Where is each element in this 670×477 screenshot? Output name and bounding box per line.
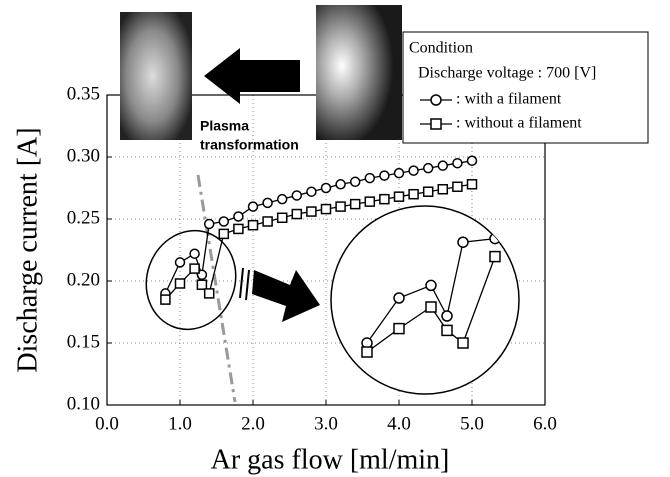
- marker: [351, 200, 360, 209]
- x-tick-label: 4.0: [387, 413, 411, 434]
- marker: [468, 180, 477, 189]
- marker: [190, 264, 199, 273]
- marker: [380, 195, 389, 204]
- marker: [426, 302, 436, 312]
- marker: [176, 258, 185, 267]
- x-tick-label: 6.0: [533, 413, 557, 434]
- marker: [442, 325, 452, 335]
- marker: [458, 338, 468, 348]
- x-tick-label: 3.0: [314, 413, 338, 434]
- legend-marker: [431, 119, 441, 129]
- marker: [442, 311, 452, 321]
- x-axis-label: Ar gas flow [ml/min]: [211, 444, 450, 475]
- x-tick-label: 5.0: [460, 413, 484, 434]
- marker: [336, 202, 345, 211]
- annotation: transformation: [200, 137, 299, 153]
- marker: [307, 187, 316, 196]
- x-tick-label: 0.0: [95, 413, 119, 434]
- marker: [351, 177, 360, 186]
- y-tick-label: 0.30: [67, 145, 100, 166]
- marker: [438, 161, 447, 170]
- marker: [424, 187, 433, 196]
- highlight-ellipse: [133, 218, 250, 342]
- legend-title: Condition: [409, 40, 473, 57]
- marker: [205, 289, 214, 298]
- legend-label: : with a filament: [456, 91, 562, 108]
- y-tick-label: 0.20: [67, 269, 100, 290]
- marker: [307, 207, 316, 216]
- marker: [249, 202, 258, 211]
- zoom-arrow: [240, 268, 320, 322]
- marker: [249, 221, 258, 230]
- photo-after: [120, 12, 192, 140]
- marker: [380, 171, 389, 180]
- marker: [197, 280, 206, 289]
- marker: [365, 174, 374, 183]
- marker: [362, 347, 372, 357]
- marker: [468, 156, 477, 165]
- marker: [219, 217, 228, 226]
- marker: [409, 190, 418, 199]
- marker: [365, 197, 374, 206]
- marker: [234, 212, 243, 221]
- marker: [219, 229, 228, 238]
- marker: [234, 224, 243, 233]
- y-axis-label: Discharge current [A]: [12, 127, 43, 372]
- marker: [205, 219, 214, 228]
- marker: [453, 182, 462, 191]
- y-tick-label: 0.10: [67, 393, 100, 414]
- marker: [322, 184, 331, 193]
- marker: [278, 195, 287, 204]
- y-tick-label: 0.35: [67, 83, 100, 104]
- marker: [292, 210, 301, 219]
- marker: [395, 169, 404, 178]
- y-tick-label: 0.25: [67, 207, 100, 228]
- marker: [394, 293, 404, 303]
- marker: [336, 180, 345, 189]
- page: Plasma transformation Condition Discharg…: [0, 0, 670, 477]
- annotation: Plasma: [200, 118, 249, 134]
- marker: [490, 234, 500, 244]
- marker: [395, 192, 404, 201]
- marker: [424, 164, 433, 173]
- legend-marker: [431, 95, 441, 105]
- marker: [438, 185, 447, 194]
- marker: [292, 191, 301, 200]
- marker: [278, 213, 287, 222]
- marker: [161, 295, 170, 304]
- marker: [263, 198, 272, 207]
- marker: [426, 280, 436, 290]
- marker: [263, 217, 272, 226]
- photo-before: [316, 5, 402, 140]
- x-tick-label: 2.0: [241, 413, 265, 434]
- marker: [322, 205, 331, 214]
- zoom-circle: [331, 206, 519, 394]
- marker: [394, 324, 404, 334]
- marker: [176, 279, 185, 288]
- marker: [190, 249, 199, 258]
- marker: [409, 166, 418, 175]
- legend-label: : without a filament: [456, 115, 582, 132]
- y-tick-label: 0.15: [67, 331, 100, 352]
- chart: Plasma transformation Condition Discharg…: [0, 0, 670, 477]
- legend-note: Discharge voltage : 700 [V]: [418, 65, 596, 82]
- x-tick-label: 1.0: [168, 413, 192, 434]
- marker: [490, 252, 500, 262]
- marker: [458, 237, 468, 247]
- marker: [453, 159, 462, 168]
